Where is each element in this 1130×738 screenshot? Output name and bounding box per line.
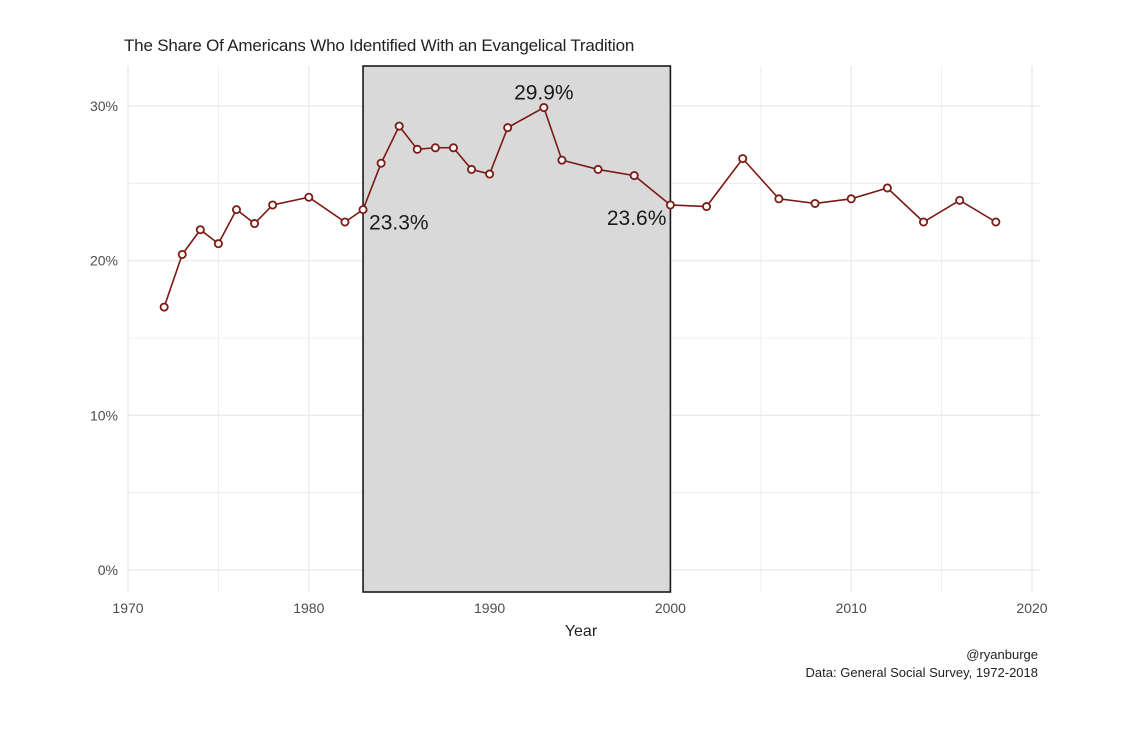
data-point: [503, 123, 513, 133]
x-tick-label: 1970: [112, 600, 143, 616]
data-point: [485, 169, 495, 179]
x-tick-label: 2020: [1016, 600, 1047, 616]
data-point: [394, 121, 404, 131]
data-point: [448, 143, 458, 153]
annotation-label: 23.6%: [607, 207, 667, 230]
data-point: [702, 202, 712, 212]
data-point: [231, 205, 241, 215]
data-point: [539, 103, 549, 113]
data-point: [213, 239, 223, 249]
data-point: [412, 144, 422, 154]
data-point: [430, 143, 440, 153]
x-tick-label: 1990: [474, 600, 505, 616]
data-point: [846, 194, 856, 204]
data-point: [358, 205, 368, 215]
annotation-label: 29.9%: [514, 82, 574, 105]
highlight-rect: [362, 65, 672, 593]
data-point: [340, 217, 350, 227]
x-tick-label: 2010: [836, 600, 867, 616]
data-point: [919, 217, 929, 227]
data-point: [810, 198, 820, 208]
data-point: [955, 195, 965, 205]
data-point: [629, 171, 639, 181]
data-point: [738, 154, 748, 164]
data-point: [557, 155, 567, 165]
y-tick-label: 0%: [98, 562, 118, 578]
data-point: [159, 302, 169, 312]
x-tick-label: 1980: [293, 600, 324, 616]
data-point: [195, 225, 205, 235]
x-axis-ticks: 1970 1980 1990 2000 2010 2020: [112, 600, 1047, 616]
data-point: [467, 164, 477, 174]
data-point: [882, 183, 892, 193]
data-point: [376, 158, 386, 168]
data-point: [177, 249, 187, 259]
data-point: [991, 217, 1001, 227]
highlight-region: [362, 65, 672, 593]
annotation-label: 23.3%: [369, 212, 429, 235]
x-tick-label: 2000: [655, 600, 686, 616]
y-tick-label: 10%: [90, 407, 118, 423]
data-point: [593, 164, 603, 174]
x-axis-label: Year: [565, 623, 598, 640]
caption-handle: @ryanburge: [966, 647, 1038, 662]
data-point: [665, 200, 675, 210]
y-tick-label: 20%: [90, 253, 118, 269]
data-point: [268, 200, 278, 210]
caption-source: Data: General Social Survey, 1972-2018: [805, 665, 1038, 680]
data-point: [774, 194, 784, 204]
data-points: [159, 103, 1001, 312]
y-tick-label: 30%: [90, 98, 118, 114]
data-point: [304, 192, 314, 202]
annotations: 23.3% 29.9% 23.6%: [369, 82, 666, 235]
y-axis-ticks: 0% 10% 20% 30%: [90, 98, 118, 578]
chart-title: The Share Of Americans Who Identified Wi…: [124, 36, 635, 55]
data-point: [250, 219, 260, 229]
